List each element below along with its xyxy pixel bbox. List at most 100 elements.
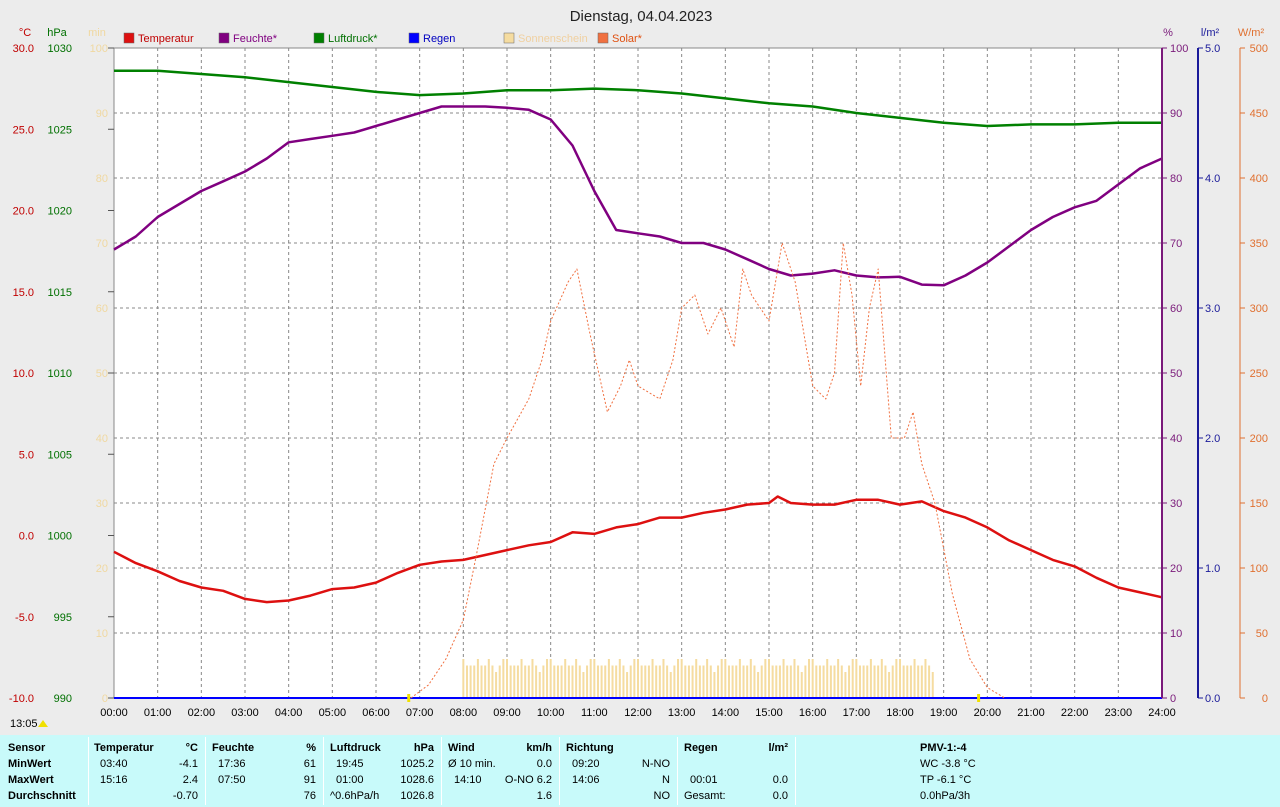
sunshine-bar — [709, 665, 712, 698]
chart-title: Dienstag, 04.04.2023 — [570, 8, 713, 25]
sunshine-bar — [618, 659, 621, 698]
time-tick-label: 19:00 — [930, 707, 958, 719]
rain-tick-label: 1.0 — [1205, 563, 1220, 575]
sunshine-bar — [651, 659, 654, 698]
pressure-tick-label: 1030 — [48, 43, 72, 55]
sunshine-bar — [789, 665, 792, 698]
legend-label: Temperatur — [138, 33, 194, 45]
sunshine-bar — [502, 659, 505, 698]
wind-max-value: O-NO 6.2 — [504, 774, 552, 786]
sunshine-bar — [662, 659, 665, 698]
sunshine-bar — [782, 659, 785, 698]
sunshine-bar — [637, 659, 639, 698]
humidity-tick-label: 0 — [1170, 693, 1176, 705]
row-label-max: MaxWert — [8, 774, 54, 786]
temperature-min-value: -4.1 — [179, 758, 198, 770]
time-tick-label: 11:00 — [581, 707, 608, 719]
time-tick-label: 15:00 — [755, 707, 783, 719]
humidity-tick-label: 30 — [1170, 498, 1182, 510]
humidity-tick-label: 50 — [1170, 368, 1182, 380]
sunshine-bar — [786, 665, 789, 698]
pressure-unit: hPa — [413, 742, 434, 754]
sunshine-bar — [862, 665, 865, 698]
rain-total-value: 0.0 — [772, 790, 788, 802]
sunshine-bar — [629, 665, 632, 698]
sunshine-bar — [495, 672, 498, 698]
sunshine-bar — [669, 672, 672, 698]
humidity-tick-label: 20 — [1170, 563, 1182, 575]
sunshine-bar — [593, 659, 596, 698]
sunshine-bar — [873, 665, 876, 698]
time-tick-label: 20:00 — [974, 707, 1002, 719]
sunshine-bar — [869, 659, 872, 698]
sunshine-bar — [582, 672, 585, 698]
rain-tick-label: 2.0 — [1205, 433, 1220, 445]
row-label-min: MinWert — [8, 758, 52, 770]
sunshine-bar — [844, 672, 847, 698]
pressure-min-time: 19:45 — [336, 758, 364, 770]
sunshine-bar — [553, 665, 556, 698]
direction-value-1: N-NO — [641, 758, 670, 770]
solar-tick-label: 200 — [1250, 433, 1268, 445]
sunshine-bar — [738, 659, 741, 698]
sunshine-bar — [604, 665, 607, 698]
humidity-avg-value: 76 — [303, 790, 316, 802]
temperature-tick-label: -10.0 — [9, 693, 34, 705]
solar-tick-label: 350 — [1250, 238, 1268, 250]
legend-label: Regen — [423, 33, 455, 45]
legend-label: Solar* — [612, 33, 643, 45]
sunshine-bar — [647, 665, 650, 698]
sunshine-bar — [829, 665, 832, 698]
sunshine-bar — [633, 659, 636, 698]
rain-tick-label: 5.0 — [1205, 43, 1220, 55]
solar-tick-label: 0 — [1262, 693, 1268, 705]
pmv-dewpoint: TP -6.1 °C — [920, 774, 972, 786]
legend-label: Sonnenschein — [518, 33, 588, 45]
sunshine-bar — [920, 665, 923, 698]
pressure-avg-value: 1026.8 — [400, 790, 434, 802]
series-line-luftdruck — [114, 69, 1162, 128]
direction-time-2: 14:06 — [572, 774, 600, 786]
time-tick-label: 07:00 — [406, 707, 434, 719]
sunshine-bar — [644, 665, 647, 698]
sunshine-bar — [658, 665, 661, 698]
sunshine-bar — [480, 665, 483, 698]
sunshine-bar — [677, 659, 680, 698]
sunshine-tick-label: 50 — [96, 368, 108, 380]
sunshine-bar — [571, 665, 574, 698]
sunshine-tick-label: 0 — [102, 693, 108, 705]
sunshine-bar — [713, 672, 716, 698]
pressure-tick-label: 1000 — [48, 531, 72, 543]
sunshine-bar — [622, 665, 625, 698]
pressure-tick-label: 1005 — [48, 449, 72, 461]
time-tick-label: 14:00 — [712, 707, 740, 719]
time-tick-label: 16:00 — [799, 707, 827, 719]
time-tick-label: 13:00 — [668, 707, 696, 719]
pressure-max-time: 01:00 — [336, 774, 364, 786]
sunshine-tick-label: 30 — [96, 498, 108, 510]
temperature-tick-label: 15.0 — [13, 287, 34, 299]
sunshine-bar — [837, 659, 840, 698]
sunshine-bar — [691, 665, 694, 698]
sunshine-bar — [902, 665, 905, 698]
sunshine-bar — [615, 665, 618, 698]
sunshine-bar — [498, 665, 501, 698]
time-tick-label: 12:00 — [624, 707, 652, 719]
sunshine-bar — [826, 659, 829, 698]
sunshine-bar — [549, 659, 552, 698]
sunshine-bar — [720, 659, 723, 698]
sunshine-bar — [917, 665, 920, 698]
solar-tick-label: 500 — [1250, 43, 1268, 55]
pressure-header: Luftdruck — [330, 742, 381, 754]
direction-header: Richtung — [566, 742, 614, 754]
sunshine-bar — [567, 665, 570, 698]
time-tick-label: 24:00 — [1148, 707, 1176, 719]
sunshine-tick-label: 70 — [96, 238, 108, 250]
sunshine-bar — [928, 665, 931, 698]
time-tick-label: 10:00 — [537, 707, 565, 719]
sunshine-bar — [793, 659, 796, 698]
humidity-tick-label: 10 — [1170, 628, 1182, 640]
sunshine-bar — [764, 659, 767, 698]
humidity-tick-label: 100 — [1170, 43, 1188, 55]
